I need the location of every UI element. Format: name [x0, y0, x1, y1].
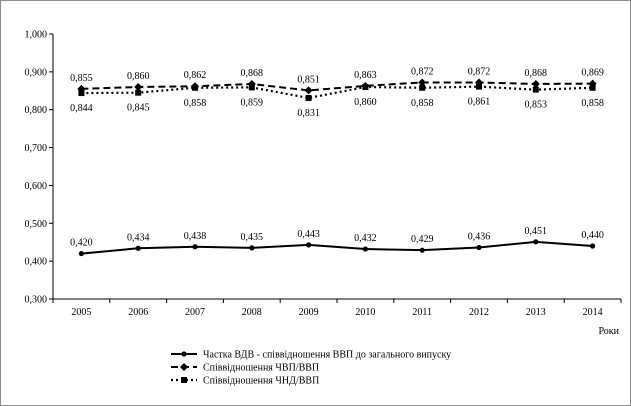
x-tick-label: 2013: [526, 307, 546, 318]
x-tick-label: 2014: [583, 307, 603, 318]
data-label: 0,831: [297, 108, 320, 119]
data-point: [181, 351, 187, 357]
y-tick-label: 1,000: [25, 30, 48, 41]
x-tick-label: 2008: [242, 307, 262, 318]
data-label: 0,420: [70, 238, 93, 249]
data-point: [192, 244, 198, 250]
x-tick-label: 2005: [71, 307, 91, 318]
x-tick-label: 2007: [185, 307, 205, 318]
y-tick-label: 0,700: [25, 143, 48, 154]
data-point: [419, 247, 425, 253]
data-point: [306, 242, 312, 248]
data-point: [135, 245, 141, 251]
legend-entry-2: Співвідношення ЧВП/ВВП: [203, 363, 319, 374]
y-tick-label: 0,600: [25, 181, 48, 192]
legend: Частка ВДВ - співвідношення ВВП до загал…: [171, 350, 451, 387]
legend-entry-3: Співвідношення ЧНД/ВВП: [203, 376, 319, 387]
y-tick-label: 0,800: [25, 105, 48, 116]
data-label: 0,858: [184, 98, 207, 109]
data-label: 0,860: [127, 71, 150, 82]
data-point: [135, 89, 142, 96]
data-point: [532, 86, 539, 93]
data-point: [476, 83, 482, 90]
data-point: [249, 245, 255, 251]
series-line-1: [81, 240, 593, 255]
data-label: 0,859: [241, 97, 264, 108]
data-label: 0,872: [411, 66, 434, 77]
data-label: 0,863: [354, 70, 377, 81]
x-tick-label: 2012: [469, 307, 489, 318]
data-label: 0,868: [525, 68, 548, 79]
x-tick-label: 2006: [128, 307, 148, 318]
y-tick-label: 0,500: [25, 219, 48, 230]
x-tick-label: 2011: [412, 307, 432, 318]
y-axis-ticks: 0,300 0,400 0,500 0,600 0,700 0,800 0,900 1,000: [25, 30, 53, 306]
data-point: [180, 363, 188, 371]
y-tick-label: 0,400: [25, 257, 48, 268]
legend-entry-1: Частка ВДВ - співвідношення ВВП до загал…: [203, 350, 451, 361]
data-label: 0,845: [127, 103, 150, 114]
data-label: 0,868: [241, 68, 264, 79]
data-point: [304, 86, 313, 95]
data-point: [305, 94, 312, 101]
x-tick-label: 2009: [299, 307, 319, 318]
x-axis-label: Роки: [598, 326, 619, 337]
data-label: 0,858: [411, 98, 434, 109]
data-label: 0,851: [297, 74, 320, 85]
data-label: 0,862: [184, 70, 207, 81]
data-point: [418, 78, 427, 87]
series-group: [77, 78, 597, 257]
data-label: 0,858: [581, 98, 604, 109]
data-label: 0,438: [184, 231, 207, 242]
data-label: 0,451: [525, 226, 548, 237]
data-point: [533, 239, 539, 245]
data-point: [590, 243, 596, 249]
data-point: [589, 84, 596, 91]
data-label: 0,435: [241, 232, 264, 243]
data-point: [192, 84, 198, 91]
data-label: 0,855: [70, 73, 93, 84]
data-label: 0,434: [127, 232, 150, 243]
data-label: 0,844: [70, 103, 93, 114]
data-point: [78, 90, 85, 97]
y-tick-label: 0,300: [25, 295, 48, 306]
series-line-2: [81, 81, 593, 92]
data-label: 0,443: [297, 229, 320, 240]
data-label: 0,429: [411, 234, 434, 245]
series-line-3: [81, 85, 593, 100]
data-labels: 0,420 0,434 0,438 0,435 0,443 0,432 0,429 0,436…: [70, 66, 604, 248]
data-point: [181, 377, 187, 383]
data-label: 0,872: [468, 66, 491, 77]
data-label: 0,853: [525, 100, 548, 111]
data-label: 0,860: [354, 97, 377, 108]
data-point: [362, 246, 368, 252]
data-point: [362, 84, 369, 90]
data-point: [531, 79, 540, 88]
data-label: 0,436: [468, 232, 491, 243]
data-label: 0,432: [354, 233, 377, 244]
data-point: [419, 84, 426, 91]
data-label: 0,440: [581, 230, 604, 241]
data-label: 0,869: [581, 68, 604, 79]
x-axis-ticks: 2005 2006 2007 2008 2009 2010 2011 2012 2013 2014: [52, 299, 622, 318]
x-tick-label: 2010: [355, 307, 375, 318]
y-tick-label: 0,900: [25, 67, 48, 78]
data-point: [476, 244, 482, 251]
data-point: [248, 84, 255, 91]
data-label: 0,861: [468, 97, 491, 108]
data-point: [78, 250, 84, 257]
data-point: [134, 83, 143, 91]
